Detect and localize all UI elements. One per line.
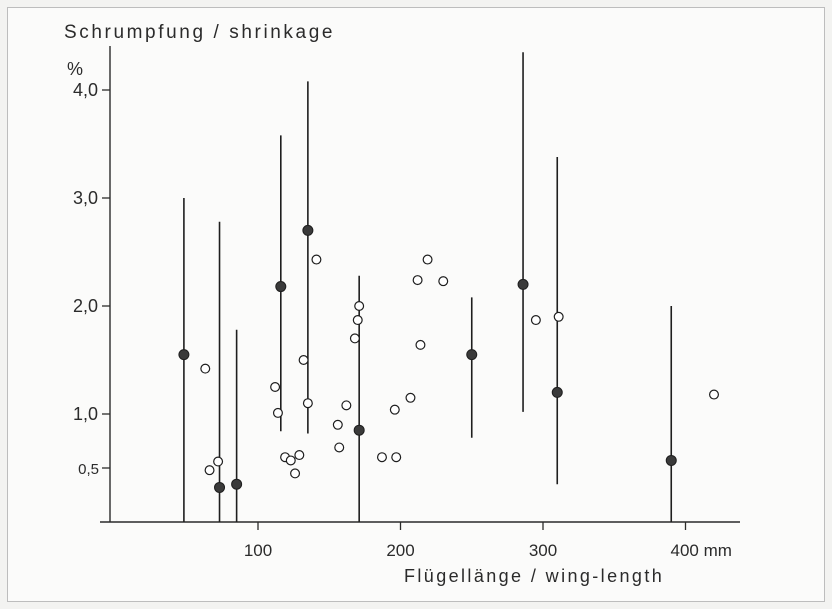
open-point bbox=[272, 407, 283, 418]
filled-point bbox=[665, 454, 677, 466]
y-tick-label: 1,0 bbox=[73, 404, 98, 424]
filled-point bbox=[275, 281, 287, 293]
open-point bbox=[270, 382, 281, 393]
y-tick-label: 0,5 bbox=[78, 461, 99, 478]
filled-point bbox=[231, 478, 243, 490]
y-tick-label: 3,0 bbox=[73, 188, 98, 208]
x-tick-label: 300 bbox=[529, 541, 557, 560]
chart-title: Schrumpfung / shrinkage bbox=[64, 22, 336, 43]
filled-point bbox=[302, 224, 314, 236]
chart-frame bbox=[7, 7, 825, 602]
filled-point bbox=[353, 424, 365, 436]
open-point bbox=[415, 339, 426, 350]
open-point bbox=[422, 254, 433, 265]
filled-point bbox=[517, 278, 529, 290]
x-tick-label: 400 mm bbox=[671, 541, 732, 560]
open-point bbox=[302, 398, 313, 409]
open-point bbox=[298, 355, 309, 366]
open-point bbox=[553, 311, 564, 322]
x-axis-label: Flügellänge / wing-length bbox=[404, 566, 665, 586]
filled-point bbox=[466, 349, 478, 361]
open-point bbox=[389, 404, 400, 415]
open-point bbox=[332, 419, 343, 430]
x-tick-label: 100 bbox=[244, 541, 272, 560]
y-axis-unit-label: % bbox=[67, 59, 84, 79]
y-tick-label: 4,0 bbox=[73, 80, 98, 100]
filled-point bbox=[214, 481, 226, 493]
filled-point bbox=[551, 386, 563, 398]
open-point bbox=[412, 275, 423, 286]
open-point bbox=[354, 301, 365, 312]
open-point bbox=[290, 468, 301, 479]
open-point bbox=[285, 455, 296, 466]
open-point bbox=[294, 450, 305, 461]
open-point bbox=[376, 452, 387, 463]
open-point bbox=[334, 442, 345, 453]
open-point bbox=[530, 315, 541, 326]
open-point bbox=[352, 315, 363, 326]
open-point bbox=[200, 363, 211, 374]
filled-point bbox=[178, 349, 190, 361]
open-point bbox=[438, 276, 449, 287]
open-point bbox=[204, 465, 215, 476]
open-point bbox=[708, 389, 719, 400]
open-point bbox=[391, 452, 402, 463]
open-point bbox=[341, 400, 352, 411]
open-point bbox=[311, 254, 322, 265]
y-tick-label: 2,0 bbox=[73, 296, 98, 316]
open-point bbox=[349, 333, 360, 344]
x-tick-label: 200 bbox=[386, 541, 414, 560]
open-point bbox=[213, 456, 224, 467]
open-point bbox=[405, 392, 416, 403]
